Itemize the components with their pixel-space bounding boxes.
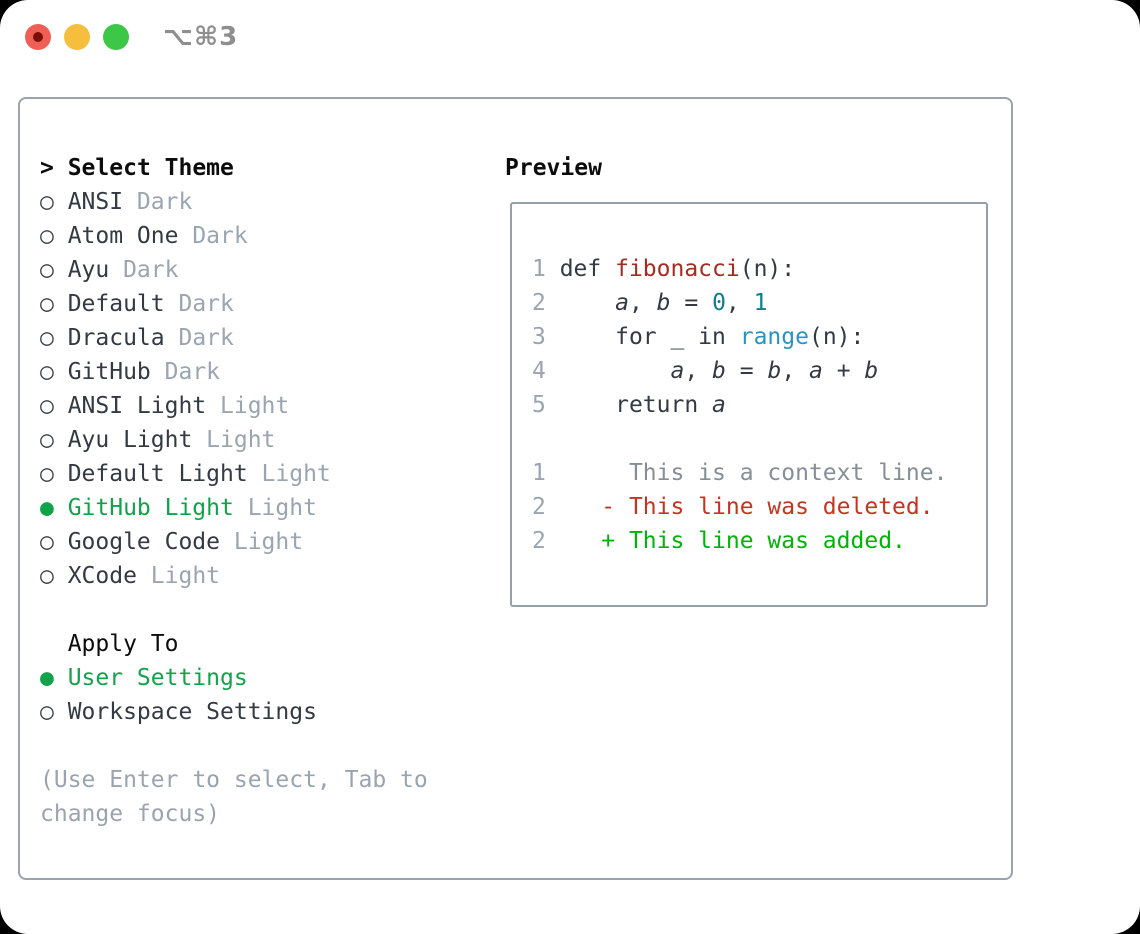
theme-option[interactable]: ● GitHub Light Light [40, 491, 470, 525]
preview-line: 5 return a [532, 392, 726, 418]
option-label: GitHub Light [67, 495, 234, 521]
option-label: Dracula [67, 325, 165, 351]
option-label: GitHub [67, 359, 151, 385]
close-button[interactable] [25, 24, 51, 50]
radio-selected-icon: ● [40, 665, 54, 691]
preview-line: 1 This is a context line. [532, 460, 948, 486]
theme-option[interactable]: ○ Ayu Light Light [40, 423, 470, 457]
preview-line: 2 + This line was added. [532, 528, 906, 554]
theme-option[interactable]: ○ ANSI Dark [40, 185, 470, 219]
option-label: ANSI Light [67, 393, 207, 419]
preview-line: 4 a, b = b, a + b [532, 358, 879, 384]
theme-variant-label: Light [233, 529, 304, 555]
option-label: User Settings [67, 665, 248, 691]
theme-variant-label: Light [150, 563, 221, 589]
radio-unselected-icon: ○ [40, 563, 54, 589]
traffic-lights [25, 24, 129, 50]
option-label: Ayu [67, 257, 110, 283]
preview-pane: 1 def fibonacci(n): 2 a, b = 0, 1 3 for _ … [510, 202, 988, 607]
preview-code: 1 def fibonacci(n): 2 a, b = 0, 1 3 for _ … [532, 252, 986, 558]
zoom-button[interactable] [103, 24, 129, 50]
preview-line: 3 for _ in range(n): [532, 324, 865, 350]
theme-variant-label: Dark [178, 325, 234, 351]
theme-option[interactable]: ○ Default Dark [40, 287, 470, 321]
theme-variant-label: Light [261, 461, 331, 487]
apply-to-options: ● User Settings ○ Workspace Settings [40, 661, 470, 729]
preview-line: 2 - This line was deleted. [532, 494, 934, 520]
theme-option[interactable]: ○ Atom One Dark [40, 219, 470, 253]
theme-variant-label: Dark [136, 189, 193, 215]
option-label: XCode [67, 563, 137, 589]
theme-option[interactable]: ○ Default Light Light [40, 457, 470, 491]
radio-selected-icon: ● [40, 495, 54, 521]
theme-variant-label: Dark [123, 257, 179, 283]
cursor-prompt-icon: > [40, 155, 68, 181]
theme-picker-panel: > Select Theme ○ ANSI Dark ○ Atom One Dark ○ Ay… [18, 97, 1013, 880]
theme-variant-label: Light [206, 427, 276, 453]
preview-line: 2 a, b = 0, 1 [532, 290, 768, 316]
keyboard-hint: (Use Enter to select, Tab to change focu… [40, 767, 428, 827]
option-label: Google Code [67, 529, 221, 555]
theme-option[interactable]: ○ Google Code Light [40, 525, 470, 559]
radio-unselected-icon: ○ [40, 427, 54, 453]
option-label: Default [67, 291, 165, 317]
option-label: Default Light [67, 461, 248, 487]
apply-to-option[interactable]: ● User Settings [40, 661, 470, 695]
radio-unselected-icon: ○ [40, 359, 54, 385]
radio-unselected-icon: ○ [40, 189, 54, 215]
apply-to-header: Apply To [67, 631, 179, 657]
apply-to-section: Apply To ● User Settings ○ Workspace Settin… [40, 627, 470, 729]
option-label: Atom One [67, 223, 179, 249]
theme-variant-label: Dark [178, 291, 234, 317]
preview-header: Preview [505, 155, 602, 181]
preview-line [532, 422, 986, 456]
theme-variant-label: Dark [164, 359, 221, 385]
theme-variant-label: Light [247, 495, 317, 521]
preview-line: 1 def fibonacci(n): [532, 256, 796, 282]
radio-unselected-icon: ○ [40, 325, 54, 351]
select-theme-header: > Select Theme [40, 155, 234, 181]
theme-option[interactable]: ○ Dracula Dark [40, 321, 470, 355]
window-title: ⌥⌘3 [163, 22, 239, 52]
minimize-button[interactable] [64, 24, 90, 50]
theme-option[interactable]: ○ XCode Light [40, 559, 470, 593]
radio-unselected-icon: ○ [40, 461, 54, 487]
theme-option[interactable]: ○ ANSI Light Light [40, 389, 470, 423]
option-label: ANSI [67, 189, 124, 215]
theme-option[interactable]: ○ Ayu Dark [40, 253, 470, 287]
radio-unselected-icon: ○ [40, 291, 54, 317]
apply-to-option[interactable]: ○ Workspace Settings [40, 695, 470, 729]
option-label: Ayu Light [67, 427, 193, 453]
close-dot-icon [33, 32, 43, 42]
radio-unselected-icon: ○ [40, 393, 54, 419]
radio-unselected-icon: ○ [40, 699, 54, 725]
radio-unselected-icon: ○ [40, 257, 54, 283]
option-label: Workspace Settings [67, 699, 317, 725]
theme-option[interactable]: ○ GitHub Dark [40, 355, 470, 389]
radio-unselected-icon: ○ [40, 223, 54, 249]
theme-variant-label: Light [220, 393, 290, 419]
theme-list-column: > Select Theme ○ ANSI Dark ○ Atom One Dark ○ Ay… [40, 151, 470, 831]
theme-variant-label: Dark [192, 223, 248, 249]
theme-list: ○ ANSI Dark ○ Atom One Dark ○ Ayu Dark ○ Default Da… [40, 185, 470, 593]
radio-unselected-icon: ○ [40, 529, 54, 555]
